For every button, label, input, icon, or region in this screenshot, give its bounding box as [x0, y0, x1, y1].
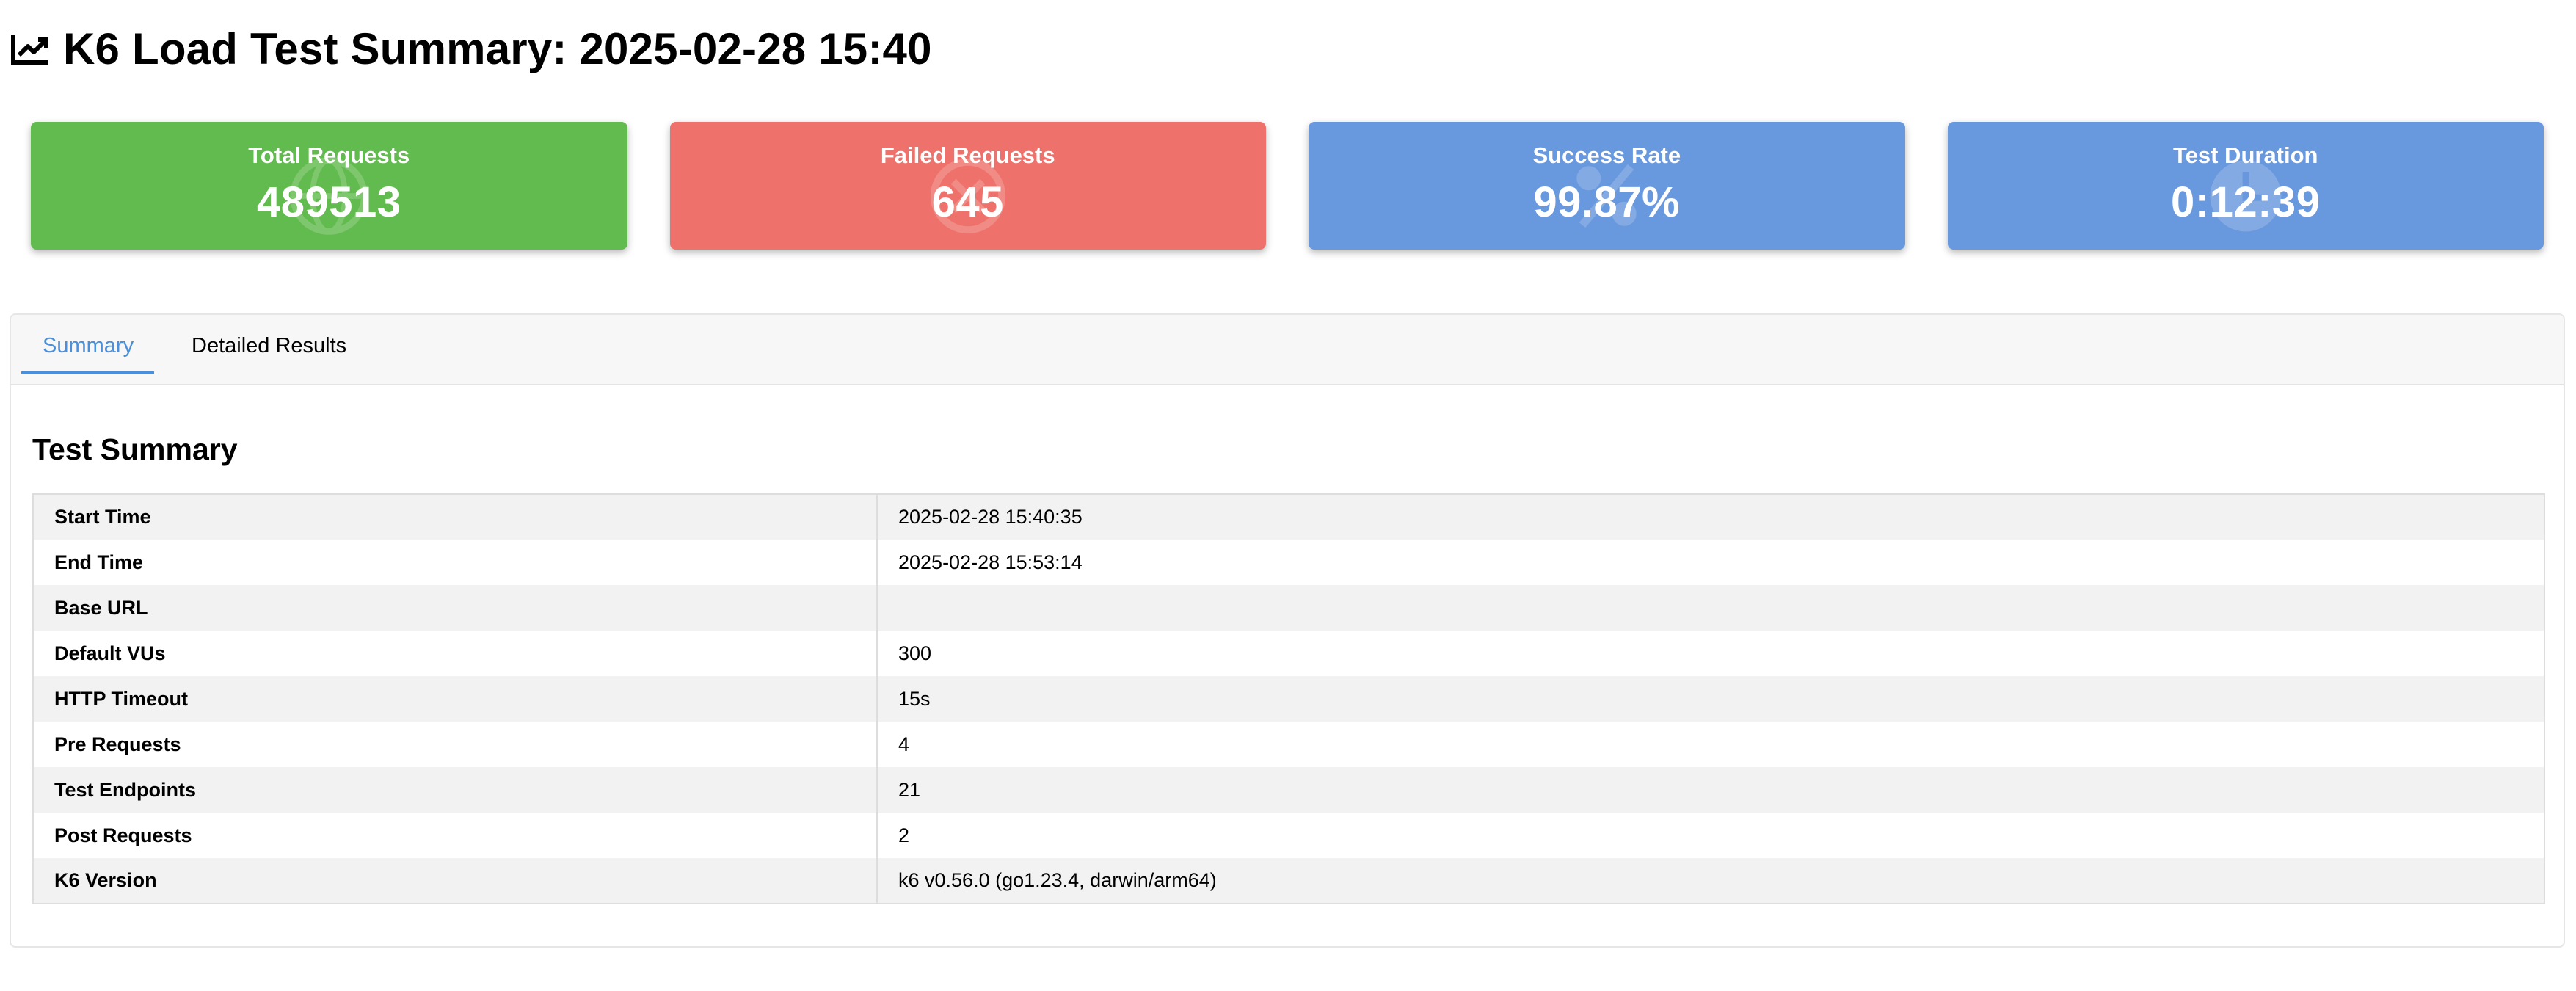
- card-value: 645: [931, 178, 1004, 226]
- failed-requests-card: Failed Requests 645: [669, 122, 1266, 250]
- summary-table: Start Time 2025-02-28 15:40:35 End Time …: [32, 493, 2545, 904]
- row-key: Base URL: [33, 585, 878, 631]
- active-tab-indicator: [21, 371, 154, 374]
- card-label: Total Requests: [248, 142, 410, 168]
- stat-cards: Total Requests 489513 Failed Requests 64…: [31, 122, 2544, 250]
- card-value: 99.87%: [1533, 178, 1681, 226]
- test-duration-card: Test Duration 0:12:39: [1947, 122, 2544, 250]
- results-panel: Summary Detailed Results Test Summary St…: [10, 313, 2565, 948]
- success-rate-card: Success Rate 99.87%: [1309, 122, 1905, 250]
- row-key: Default VUs: [33, 631, 878, 676]
- row-value: [877, 585, 2544, 631]
- row-value: 4: [877, 722, 2544, 767]
- row-key: Pre Requests: [33, 722, 878, 767]
- row-key: HTTP Timeout: [33, 676, 878, 722]
- row-value: 300: [877, 631, 2544, 676]
- tab-summary[interactable]: Summary: [43, 334, 134, 357]
- card-value: 489513: [256, 178, 401, 226]
- card-value: 0:12:39: [2171, 178, 2321, 226]
- card-label: Test Duration: [2173, 142, 2318, 168]
- card-label: Success Rate: [1532, 142, 1681, 168]
- page-header: K6 Load Test Summary: 2025-02-28 15:40: [10, 22, 932, 75]
- table-row: Pre Requests 4: [33, 722, 2544, 767]
- clock-icon: [2210, 160, 2282, 232]
- total-requests-card: Total Requests 489513: [31, 122, 627, 250]
- tab-detailed-results[interactable]: Detailed Results: [192, 334, 347, 357]
- row-key: Start Time: [33, 494, 878, 540]
- row-key: Test Endpoints: [33, 767, 878, 813]
- globe-icon: [290, 157, 368, 235]
- row-key: K6 Version: [33, 858, 878, 904]
- page-title: K6 Load Test Summary: 2025-02-28 15:40: [63, 23, 932, 73]
- tab-bar: Summary Detailed Results: [11, 315, 2564, 385]
- row-value: 2025-02-28 15:53:14: [877, 540, 2544, 585]
- row-value: 21: [877, 767, 2544, 813]
- table-row: Test Endpoints 21: [33, 767, 2544, 813]
- table-row: K6 Version k6 v0.56.0 (go1.23.4, darwin/…: [33, 858, 2544, 904]
- table-row: End Time 2025-02-28 15:53:14: [33, 540, 2544, 585]
- row-key: Post Requests: [33, 813, 878, 858]
- table-row: Base URL: [33, 585, 2544, 631]
- row-value: 2025-02-28 15:40:35: [877, 494, 2544, 540]
- row-value: 15s: [877, 676, 2544, 722]
- table-row: Start Time 2025-02-28 15:40:35: [33, 494, 2544, 540]
- row-value: 2: [877, 813, 2544, 858]
- row-value: k6 v0.56.0 (go1.23.4, darwin/arm64): [877, 858, 2544, 904]
- row-key: End Time: [33, 540, 878, 585]
- table-row: HTTP Timeout 15s: [33, 676, 2544, 722]
- circle-x-icon: [930, 158, 1005, 234]
- section-title: Test Summary: [32, 432, 238, 466]
- table-row: Default VUs 300: [33, 631, 2544, 676]
- percent-icon: [1576, 164, 1637, 228]
- table-row: Post Requests 2: [33, 813, 2544, 858]
- line-chart-icon: [11, 35, 48, 65]
- card-label: Failed Requests: [880, 142, 1055, 168]
